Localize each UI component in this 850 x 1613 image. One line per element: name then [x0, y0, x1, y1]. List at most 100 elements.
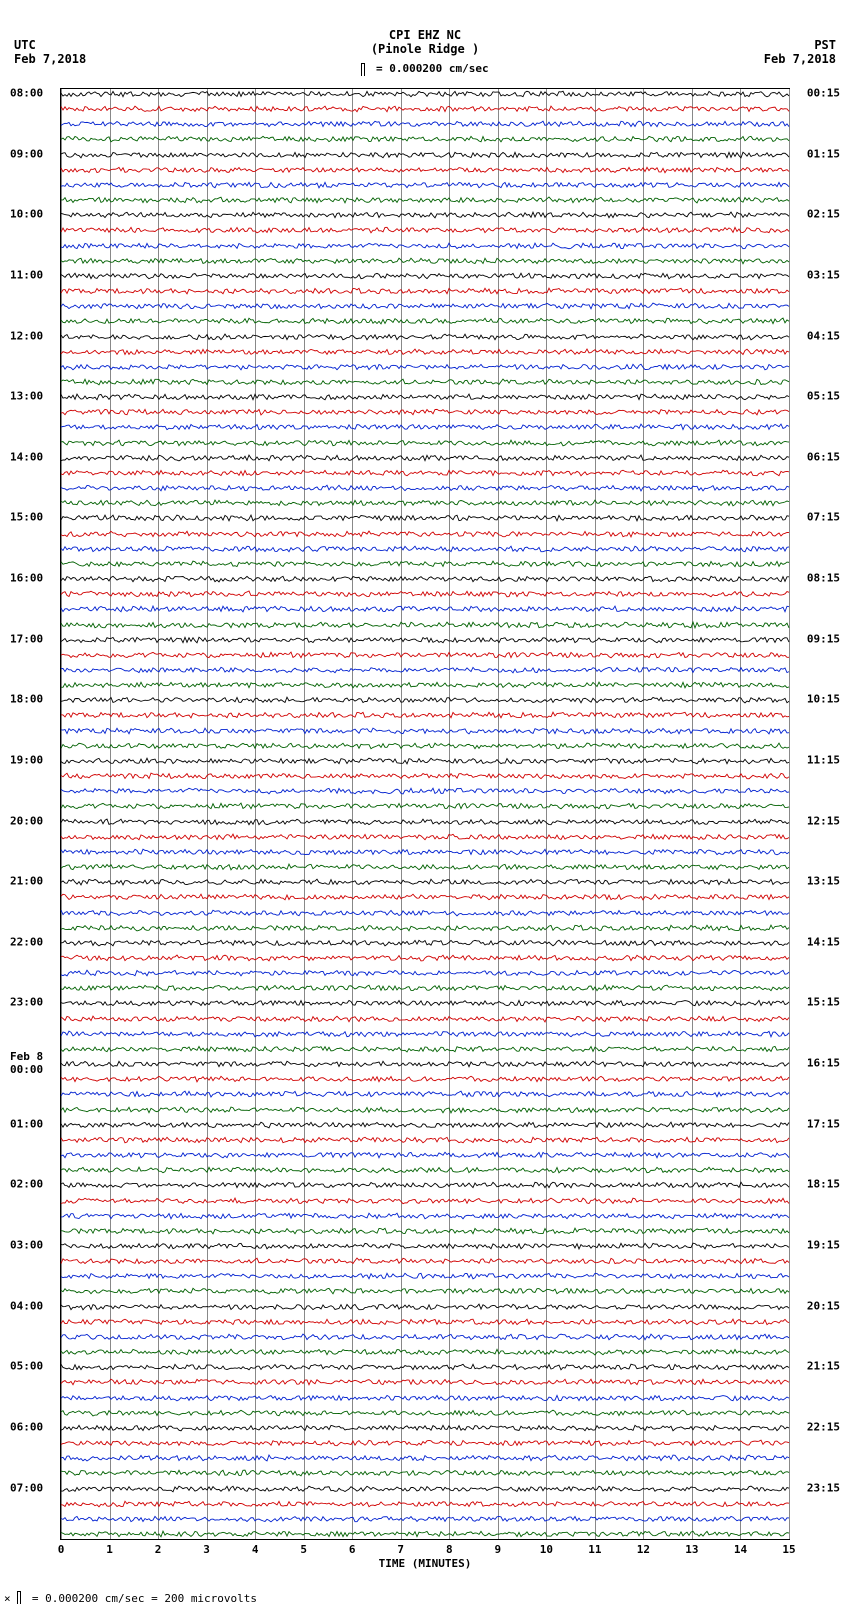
seismic-trace — [61, 1110, 789, 1111]
pst-time-label: 00:15 — [807, 87, 840, 100]
utc-time-label: 17:00 — [10, 632, 43, 645]
pst-time-label: 18:15 — [807, 1178, 840, 1191]
seismic-trace — [61, 1337, 789, 1338]
seismic-trace — [61, 443, 789, 444]
footer-text: = 0.000200 cm/sec = 200 microvolts — [25, 1592, 257, 1605]
seismic-trace — [61, 897, 789, 898]
utc-time-label: 16:00 — [10, 572, 43, 585]
seismic-trace — [61, 1170, 789, 1171]
pst-time-label: 01:15 — [807, 147, 840, 160]
seismic-trace — [61, 1352, 789, 1353]
seismic-trace — [61, 1261, 789, 1262]
utc-time-label: 01:00 — [10, 1117, 43, 1130]
seismic-trace — [61, 1079, 789, 1080]
gridline-vertical — [789, 89, 790, 1539]
seismic-trace — [61, 867, 789, 868]
seismic-trace — [61, 594, 789, 595]
seismic-trace — [61, 94, 789, 95]
pst-time-label: 13:15 — [807, 875, 840, 888]
seismic-trace — [61, 215, 789, 216]
pst-time-label: 22:15 — [807, 1420, 840, 1433]
seismic-trace — [61, 337, 789, 338]
xaxis-tick: 1 — [106, 1543, 113, 1556]
seismogram-container: UTC Feb 7,2018 PST Feb 7,2018 CPI EHZ NC… — [0, 0, 850, 1613]
xaxis-tick: 8 — [446, 1543, 453, 1556]
seismic-trace — [61, 1443, 789, 1444]
xaxis-tick: 6 — [349, 1543, 356, 1556]
seismic-trace — [61, 715, 789, 716]
tz-left-date: Feb 7,2018 — [14, 52, 86, 66]
pst-time-label: 17:15 — [807, 1117, 840, 1130]
seismic-trace — [61, 1094, 789, 1095]
seismic-trace — [61, 1064, 789, 1065]
pst-time-label: 05:15 — [807, 390, 840, 403]
seismic-trace — [61, 503, 789, 504]
pst-time-label: 16:15 — [807, 1057, 840, 1070]
seismic-trace — [61, 124, 789, 125]
seismic-trace — [61, 230, 789, 231]
xaxis-tick: 7 — [397, 1543, 404, 1556]
timezone-left: UTC Feb 7,2018 — [14, 38, 86, 66]
pst-time-label: 06:15 — [807, 450, 840, 463]
seismic-trace — [61, 1003, 789, 1004]
pst-time-label: 15:15 — [807, 996, 840, 1009]
utc-time-label: 06:00 — [10, 1420, 43, 1433]
seismic-trace — [61, 731, 789, 732]
pst-time-label: 10:15 — [807, 693, 840, 706]
xaxis-tick: 9 — [494, 1543, 501, 1556]
utc-time-label: 18:00 — [10, 693, 43, 706]
pst-time-label: 12:15 — [807, 814, 840, 827]
utc-time-label: Feb 8 00:00 — [10, 1050, 43, 1076]
seismic-trace — [61, 1216, 789, 1217]
xaxis-tick: 10 — [540, 1543, 553, 1556]
seismic-trace — [61, 640, 789, 641]
tz-right-date: Feb 7,2018 — [764, 52, 836, 66]
pst-time-label: 08:15 — [807, 572, 840, 585]
pst-time-label: 09:15 — [807, 632, 840, 645]
seismic-trace — [61, 913, 789, 914]
seismic-trace — [61, 185, 789, 186]
seismic-trace — [61, 685, 789, 686]
seismogram-plot: 0123456789101112131415TIME (MINUTES) — [60, 88, 790, 1540]
xaxis-tick: 2 — [155, 1543, 162, 1556]
utc-time-label: 08:00 — [10, 87, 43, 100]
utc-time-label: 12:00 — [10, 329, 43, 342]
pst-time-label: 04:15 — [807, 329, 840, 342]
xaxis-tick: 15 — [782, 1543, 795, 1556]
seismic-trace — [61, 791, 789, 792]
seismic-trace — [61, 488, 789, 489]
seismic-trace — [61, 306, 789, 307]
seismic-trace — [61, 1231, 789, 1232]
seismic-trace — [61, 1155, 789, 1156]
seismic-trace — [61, 776, 789, 777]
seismic-trace — [61, 155, 789, 156]
seismic-trace — [61, 1322, 789, 1323]
tz-left-label: UTC — [14, 38, 86, 52]
seismic-trace — [61, 1519, 789, 1520]
pst-time-label: 23:15 — [807, 1481, 840, 1494]
seismic-trace — [61, 261, 789, 262]
seismic-trace — [61, 427, 789, 428]
utc-time-label: 20:00 — [10, 814, 43, 827]
seismic-trace — [61, 109, 789, 110]
seismic-trace — [61, 625, 789, 626]
utc-time-label: 22:00 — [10, 935, 43, 948]
seismic-trace — [61, 170, 789, 171]
seismic-trace — [61, 1291, 789, 1292]
seismic-trace — [61, 882, 789, 883]
seismic-trace — [61, 700, 789, 701]
seismic-trace — [61, 291, 789, 292]
seismic-trace — [61, 1019, 789, 1020]
seismic-trace — [61, 655, 789, 656]
seismic-trace — [61, 670, 789, 671]
seismic-trace — [61, 1413, 789, 1414]
footer-scale: × = 0.000200 cm/sec = 200 microvolts — [4, 1591, 257, 1605]
seismic-trace — [61, 973, 789, 974]
seismic-trace — [61, 1473, 789, 1474]
seismic-trace — [61, 321, 789, 322]
utc-time-label: 14:00 — [10, 450, 43, 463]
xaxis-tick: 4 — [252, 1543, 259, 1556]
seismic-trace — [61, 200, 789, 201]
utc-time-label: 07:00 — [10, 1481, 43, 1494]
pst-time-label: 19:15 — [807, 1239, 840, 1252]
